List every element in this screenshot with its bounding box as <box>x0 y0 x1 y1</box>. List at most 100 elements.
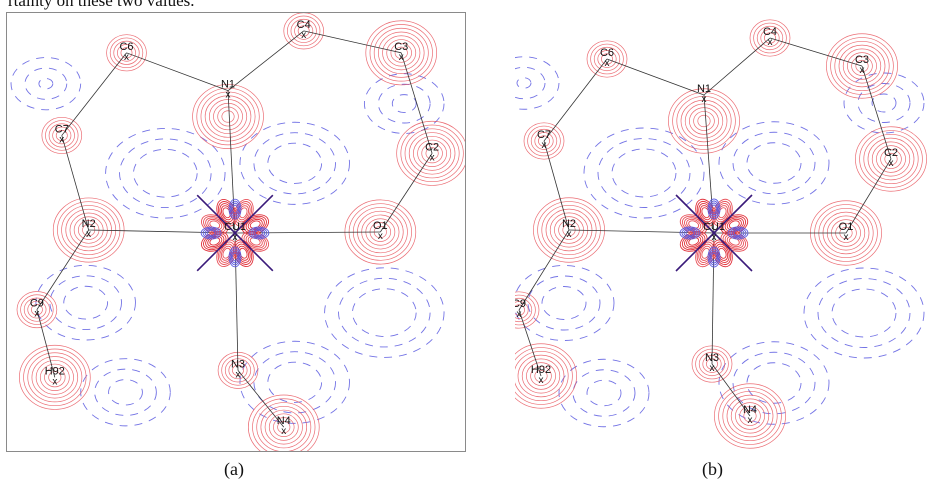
positive-contour-ring <box>545 208 593 252</box>
negative-contour-ring <box>516 77 532 89</box>
cu-lobe-contour <box>207 218 223 231</box>
positive-contour-ring <box>48 371 62 384</box>
header-text-fragment: rtainty on these two values. <box>8 0 195 10</box>
bond-line <box>769 37 863 67</box>
cu-lobe-contour <box>209 237 221 246</box>
negative-contours <box>10 57 445 427</box>
negative-contour-ring <box>239 340 350 424</box>
negative-contour-ring <box>253 351 336 414</box>
positive-contour-ring <box>23 348 87 407</box>
positive-contour-ring <box>48 123 75 148</box>
positive-contour-ring <box>192 84 264 149</box>
positive-contour-ring <box>689 107 719 135</box>
atom-label-cu1: CU1 <box>703 221 725 233</box>
panel-a-svg: C4xC6xC3xN1xC7xC2xN2xCU1xO1xC9xH92xN3xN4… <box>10 13 465 451</box>
negative-contour-ring <box>586 379 622 407</box>
positive-contour-ring <box>515 343 577 409</box>
bond-line <box>61 135 90 231</box>
positive-contour-ring <box>847 52 877 80</box>
atom-position-marker: x <box>710 363 715 374</box>
negative-contours <box>515 56 925 428</box>
atom-label-n3: N3 <box>231 358 245 370</box>
positive-contour-ring <box>530 366 552 386</box>
negative-contour-ring <box>324 267 445 358</box>
bond-line <box>237 370 285 428</box>
negative-contour-ring <box>267 142 323 184</box>
cu-negative-lobe-contour <box>229 248 241 266</box>
positive-contour-ring <box>252 398 316 451</box>
atom-label-cu1: CU1 <box>224 221 246 233</box>
positive-contour-ring <box>55 129 68 142</box>
negative-contour-ring <box>611 148 677 198</box>
positive-contour-ring <box>871 141 911 177</box>
cu-axis-line <box>196 194 274 272</box>
cu-lobe-contour <box>701 207 710 219</box>
negative-contour-ring <box>363 73 445 134</box>
cu-negative-lobe-contour <box>679 226 701 240</box>
positive-contour-ring <box>515 297 533 323</box>
positive-contour-ring <box>390 42 412 63</box>
cu-negative-lobe-contour <box>229 200 241 218</box>
positive-contour-ring <box>726 394 774 438</box>
cu-lobe-contour <box>726 235 742 248</box>
atom-label-n4: N4 <box>743 404 757 416</box>
cu-lobe-contour <box>722 232 747 251</box>
atom-label-c3: C3 <box>855 54 869 66</box>
negative-contour-ring <box>35 264 136 341</box>
atom-position-marker: x <box>539 375 544 386</box>
cu-lobe-contour <box>716 205 729 221</box>
positive-contour-ring <box>672 92 736 150</box>
positive-contour-ring <box>668 88 740 154</box>
cu-lobe-contour <box>688 237 700 246</box>
positive-contour-ring <box>523 122 565 160</box>
positive-contour-ring <box>867 137 915 181</box>
positive-contour-ring <box>601 53 613 65</box>
cu-negative-lobe-contour <box>204 228 218 238</box>
positive-contour-ring <box>425 147 439 160</box>
cu-negative-lobe-contour <box>252 228 266 238</box>
bond-line <box>543 140 570 231</box>
cu-negative-lobe-contour <box>729 227 747 239</box>
positive-contour-ring <box>217 106 239 127</box>
positive-contour-ring <box>590 43 624 75</box>
cu-negative-lobe-contour <box>708 200 720 218</box>
negative-contour-ring <box>871 93 897 113</box>
positive-contour-ring <box>413 135 452 171</box>
cu-lobe-contour <box>728 220 740 229</box>
positive-contour-ring <box>52 197 125 263</box>
negative-contour-ring <box>732 131 816 195</box>
negative-contour-ring <box>558 358 650 428</box>
cu-lobe-contour <box>203 215 227 234</box>
atom-position-marker: x <box>281 426 286 437</box>
positive-contour-ring <box>417 139 447 167</box>
cu-lobe-contour <box>247 218 263 231</box>
negative-contour-ring <box>746 142 802 184</box>
cu-lobe-contour <box>209 220 221 229</box>
positive-contour-ring <box>863 133 919 185</box>
atom-label-n1: N1 <box>697 83 711 95</box>
negative-contour-ring <box>732 351 816 415</box>
atom-position-marker: x <box>34 309 39 320</box>
positive-contour-ring <box>743 409 757 423</box>
panel-a-contour-map: C4 x C6 x C3 x N1 x C7 x C2 x N2 x CU1 x O1 x C9 x H92 x N3 x N4… <box>6 12 466 452</box>
cu-lobe-contour <box>203 232 227 251</box>
positive-contour-ring <box>408 132 456 175</box>
cu-lobe-contour <box>696 241 715 266</box>
negative-contour-ring <box>38 78 54 90</box>
positive-contour-ring <box>718 387 782 445</box>
positive-contour-ring <box>855 59 869 73</box>
positive-contour-ring <box>749 19 791 57</box>
atom-position-marker: x <box>517 309 522 320</box>
positive-contour-ring <box>515 291 540 329</box>
cu-negative-lobe-contour <box>709 202 719 216</box>
positive-contour-ring <box>830 37 894 95</box>
positive-contour-ring <box>260 405 308 449</box>
cu-negative-lobe-contour <box>230 202 240 216</box>
positive-contour-ring <box>248 394 320 451</box>
bond-line <box>703 37 771 96</box>
cu-negative-lobe-contour <box>206 230 216 236</box>
negative-contour-ring <box>746 362 802 404</box>
positive-contour-ring <box>826 33 898 99</box>
cu-lobe-contour <box>686 218 702 231</box>
cu-lobe-contour <box>686 235 702 248</box>
